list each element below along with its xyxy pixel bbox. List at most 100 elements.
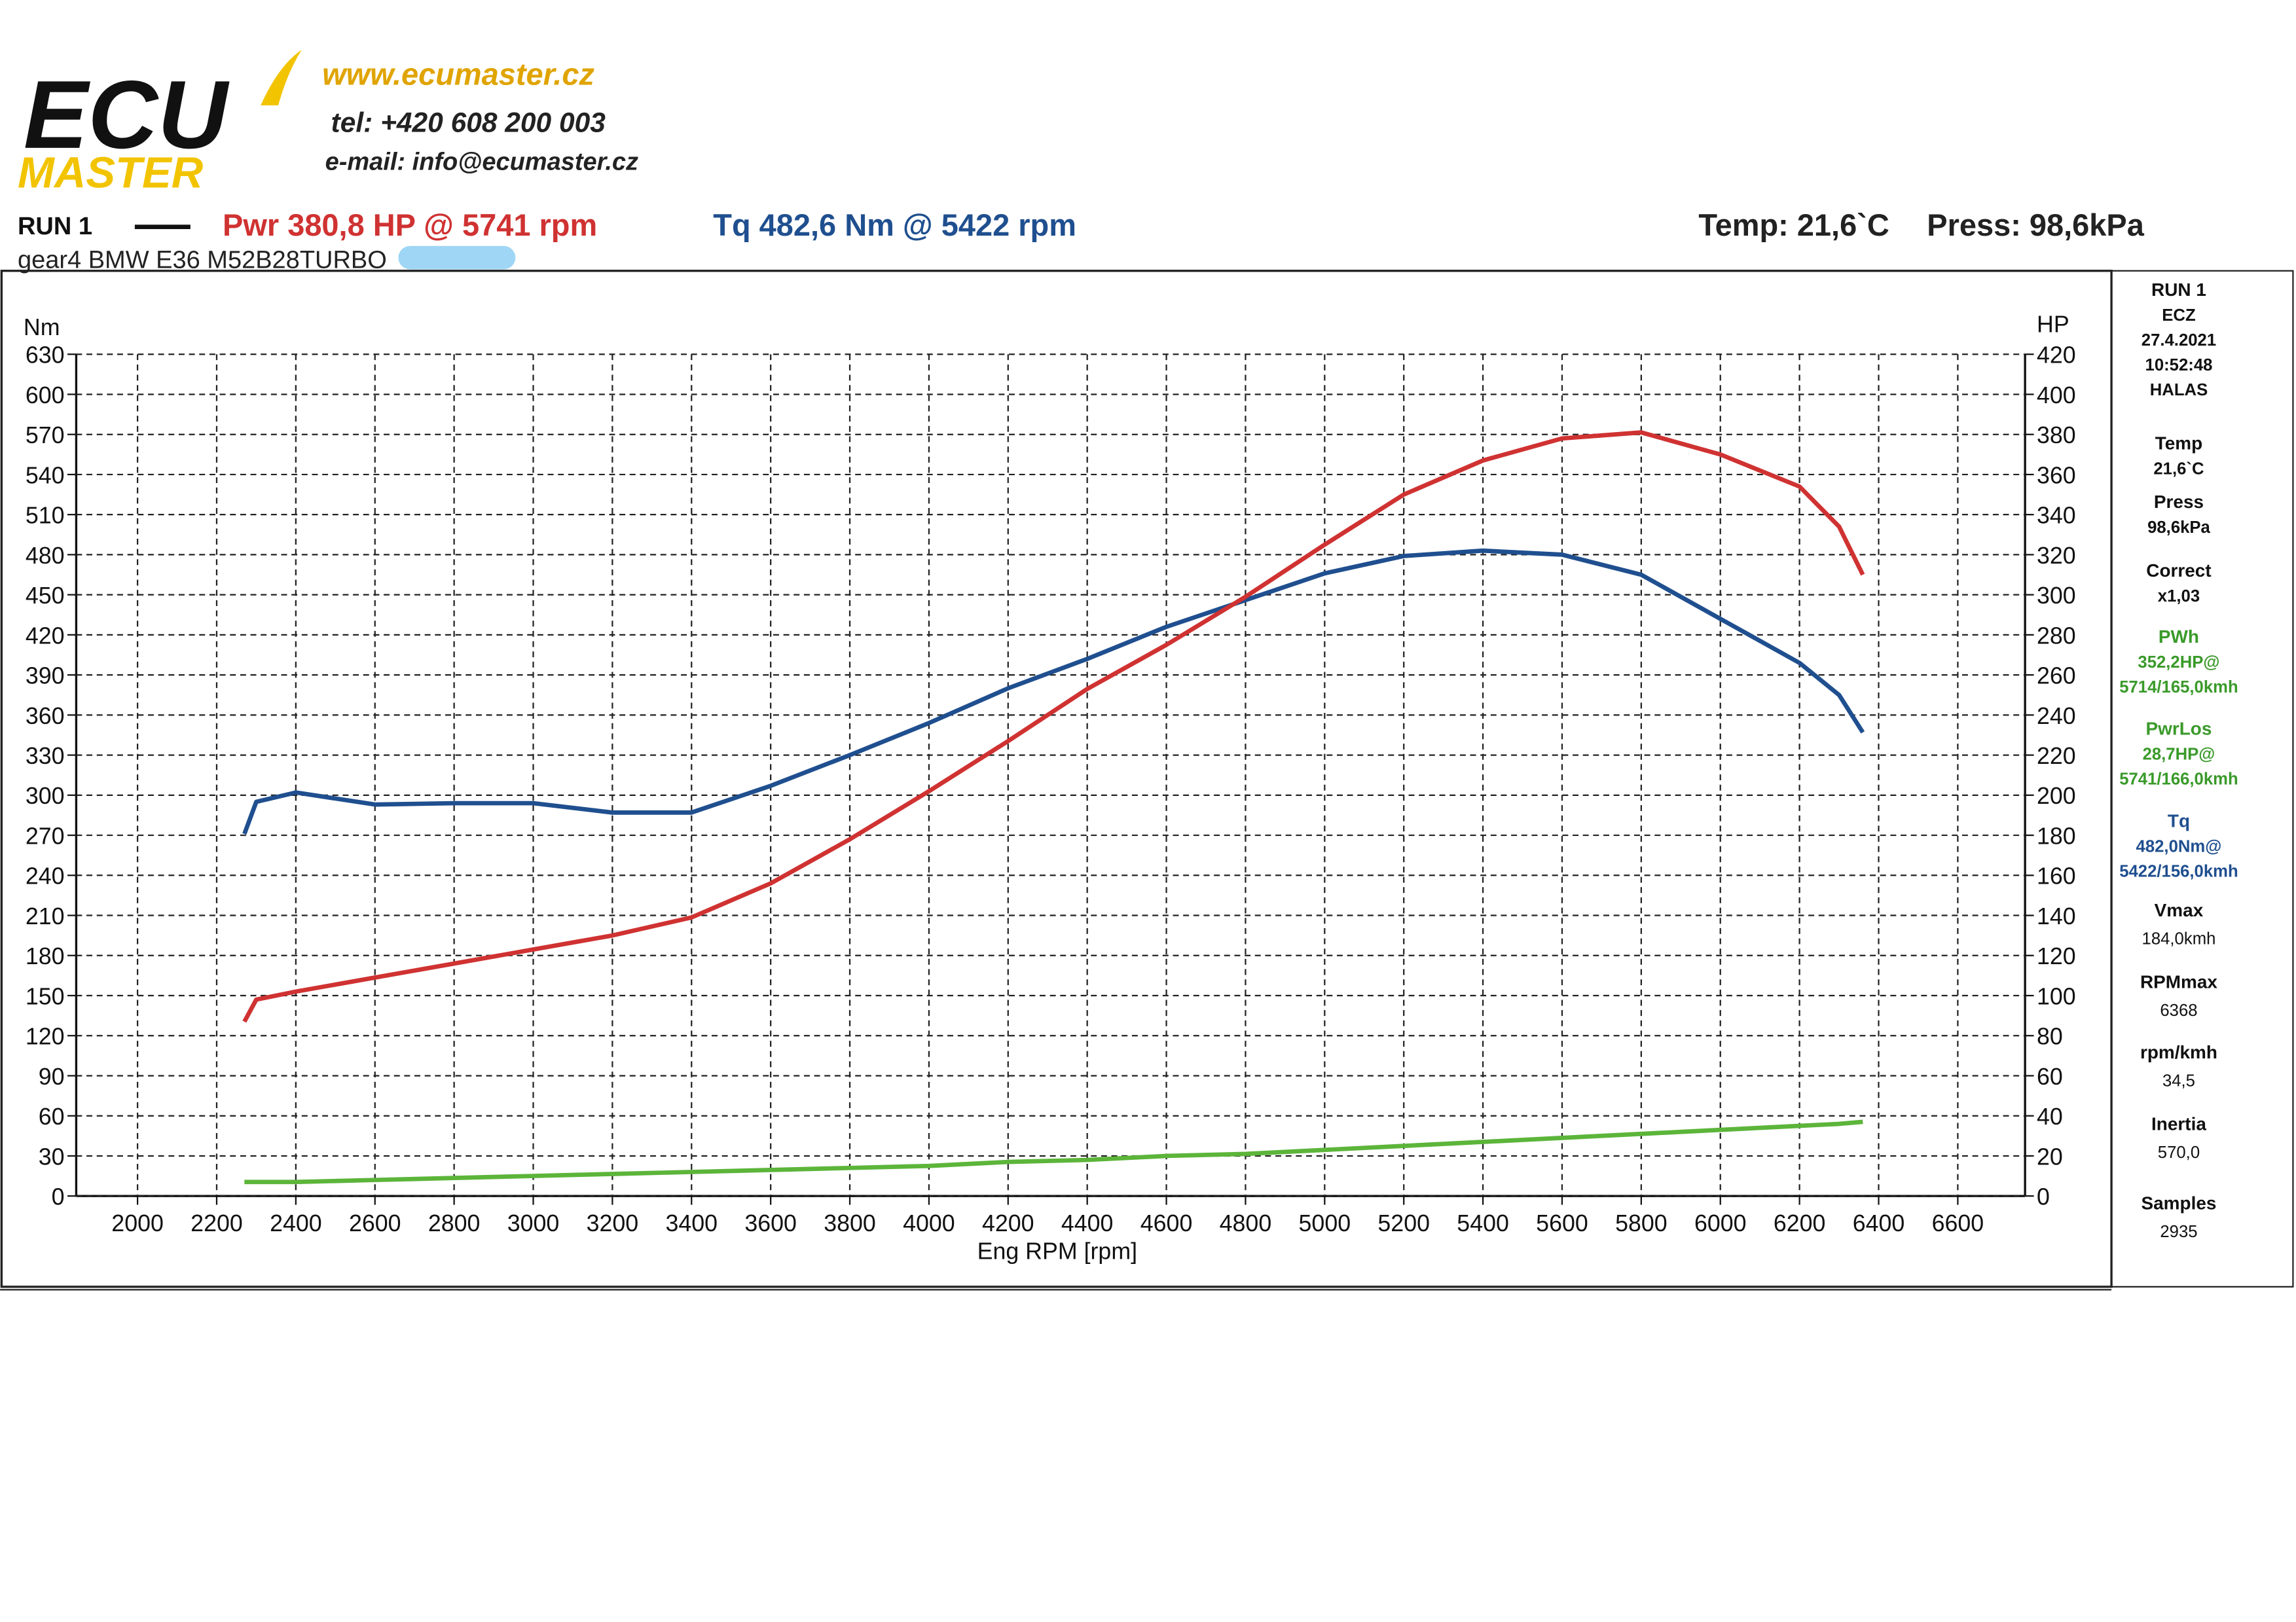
x-tick-label: 4200: [982, 1210, 1034, 1236]
y2-tick-label: 200: [2037, 783, 2076, 809]
x-tick-label: 5000: [1299, 1210, 1351, 1236]
y2-tick-label: 280: [2037, 622, 2076, 649]
x-tick-label: 2200: [191, 1210, 243, 1236]
y-tick-label: 120: [26, 1024, 65, 1050]
y-tick-label: 600: [26, 382, 65, 408]
x-tick-label: 6400: [1853, 1210, 1905, 1236]
y2-tick-label: 140: [2037, 903, 2076, 929]
y2-tick-label: 60: [2037, 1064, 2063, 1090]
tel: tel: +420 608 200 003: [331, 107, 606, 138]
x-axis-label: Eng RPM [rpm]: [977, 1238, 1137, 1264]
x-tick-label: 4400: [1061, 1210, 1114, 1236]
series-line: [244, 1119, 1863, 1185]
logo-bottom: MASTER: [18, 148, 203, 197]
power-peak: Pwr 380,8 HP @ 5741 rpm: [223, 207, 597, 242]
y2-tick-label: 80: [2037, 1024, 2063, 1050]
side-info: 98,6kPa: [2147, 518, 2210, 537]
y-axis-label: Nm: [24, 314, 60, 340]
side-info: RUN 1: [2151, 279, 2206, 300]
logo-swoosh: [261, 50, 302, 106]
side-info: 21,6`C: [2153, 460, 2204, 478]
redaction: [398, 245, 516, 270]
y2-tick-label: 0: [2037, 1184, 2050, 1210]
run: RUN 1: [18, 213, 92, 240]
y2-tick-label: 300: [2037, 583, 2076, 609]
y-tick-label: 450: [26, 583, 65, 609]
x-tick-label: 5600: [1536, 1210, 1588, 1236]
y2-tick-label: 400: [2037, 382, 2076, 408]
side-info: 352,2HP@: [2138, 653, 2219, 672]
y2-tick-label: 420: [2037, 342, 2076, 369]
y-tick-label: 390: [26, 663, 65, 689]
y2-tick-label: 20: [2037, 1144, 2063, 1170]
y2-tick-label: 220: [2037, 743, 2076, 769]
y2-axis-label: HP: [2037, 312, 2069, 338]
side-info: Samples: [2141, 1193, 2217, 1213]
x-tick-label: 3800: [824, 1210, 876, 1236]
x-tick-label: 3600: [744, 1210, 797, 1236]
side-info: rpm/kmh: [2140, 1042, 2217, 1062]
y2-tick-label: 360: [2037, 462, 2076, 488]
side-info: Inertia: [2151, 1114, 2206, 1134]
side-info: 34,5: [2162, 1072, 2195, 1090]
x-tick-label: 2400: [270, 1210, 322, 1236]
x-tick-label: 5800: [1615, 1210, 1667, 1236]
side-info: Correct: [2146, 560, 2211, 581]
x-tick-label: 3000: [507, 1210, 560, 1236]
side-frame: [2110, 270, 2294, 1288]
y2-tick-label: 340: [2037, 503, 2076, 529]
side-info: PWh: [2159, 626, 2199, 647]
torque-peak: Tq 482,6 Nm @ 5422 rpm: [713, 207, 1076, 242]
side-info: RPMmax: [2140, 972, 2217, 992]
y2-tick-label: 160: [2037, 863, 2076, 890]
x-tick-label: 4600: [1140, 1210, 1193, 1236]
side-info: PwrLos: [2146, 719, 2212, 739]
side-info: 184,0kmh: [2142, 930, 2216, 948]
x-tick-label: 4000: [903, 1210, 955, 1236]
side-info: 2935: [2160, 1223, 2197, 1241]
y2-tick-label: 180: [2037, 823, 2076, 849]
side-info: 5422/156,0kmh: [2119, 863, 2238, 881]
series-line: [242, 548, 1865, 835]
x-tick-label: 6000: [1694, 1210, 1747, 1236]
temp: Temp: 21,6`C: [1698, 207, 1889, 242]
y-tick-label: 330: [26, 743, 65, 769]
side-info: x1,03: [2158, 587, 2200, 605]
y2-tick-label: 380: [2037, 422, 2076, 448]
y-tick-label: 0: [52, 1184, 65, 1210]
y-tick-label: 570: [26, 422, 65, 448]
logo-top: ECU: [24, 61, 230, 169]
side-info: 482,0Nm@: [2136, 838, 2222, 856]
y-tick-label: 210: [26, 903, 65, 929]
side-info: 5714/165,0kmh: [2119, 678, 2238, 696]
y-tick-label: 90: [39, 1064, 65, 1090]
side-info: 570,0: [2158, 1144, 2200, 1162]
y-tick-label: 630: [26, 342, 65, 369]
x-tick-label: 6600: [1932, 1210, 1984, 1236]
side-info: Vmax: [2155, 900, 2204, 920]
side-info: Tq: [2168, 811, 2190, 831]
y-tick-label: 30: [39, 1144, 65, 1170]
y2-tick-label: 320: [2037, 543, 2076, 569]
y-tick-label: 150: [26, 983, 65, 1009]
x-tick-label: 2600: [349, 1210, 401, 1236]
side-info: ECZ: [2162, 306, 2195, 325]
x-tick-label: 6200: [1774, 1210, 1826, 1236]
y2-tick-label: 120: [2037, 943, 2076, 969]
y2-tick-label: 240: [2037, 703, 2076, 729]
x-tick-label: 2800: [428, 1210, 481, 1236]
side-info: Press: [2154, 492, 2204, 512]
x-tick-label: 4800: [1220, 1210, 1272, 1236]
press: Press: 98,6kPa: [1927, 207, 2144, 242]
y-tick-label: 180: [26, 943, 65, 969]
side-info: Temp: [2155, 433, 2202, 454]
web: www.ecumaster.cz: [322, 57, 594, 92]
y-tick-label: 270: [26, 823, 65, 849]
y2-tick-label: 260: [2037, 663, 2076, 689]
side-info: 27.4.2021: [2141, 331, 2216, 350]
y-tick-label: 240: [26, 863, 65, 890]
side-info: HALAS: [2150, 381, 2208, 399]
side-info: 6368: [2160, 1001, 2197, 1020]
x-tick-label: 3200: [587, 1210, 639, 1236]
